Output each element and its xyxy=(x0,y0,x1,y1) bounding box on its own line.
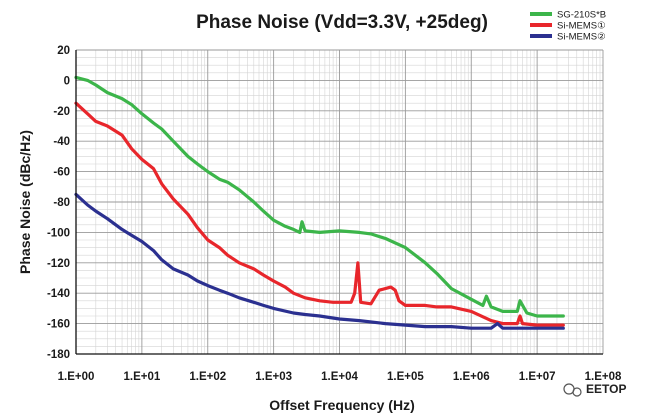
x-axis-label: Offset Frequency (Hz) xyxy=(269,397,414,413)
x-tick-label: 1.E+02 xyxy=(189,371,226,383)
x-tick-label: 1.E+05 xyxy=(387,371,424,383)
x-tick-label: 1.E+01 xyxy=(123,371,160,383)
series-line-3 xyxy=(74,192,565,330)
watermark-text: EETOP xyxy=(586,382,626,396)
y-tick-label: -80 xyxy=(53,197,70,209)
y-tick-label: -40 xyxy=(53,136,70,148)
chart-title: Phase Noise (Vdd=3.3V, +25deg) xyxy=(196,12,488,33)
watermark: EETOP xyxy=(563,382,626,397)
x-tick-label: 1.E+06 xyxy=(453,371,490,383)
plot-grid xyxy=(75,49,604,355)
y-axis-label: Phase Noise (dBc/Hz) xyxy=(17,130,33,274)
legend-label-2: Si-MEMS① xyxy=(557,21,606,32)
watermark-bubble-icon-small xyxy=(572,387,582,397)
y-tick-label: -60 xyxy=(53,167,70,179)
legend-label-1: SG-210S*B xyxy=(557,10,606,21)
y-tick-label: 20 xyxy=(57,45,70,57)
axes-frame xyxy=(75,50,603,355)
y-tick-label: -180 xyxy=(47,349,70,361)
y-tick-label: -20 xyxy=(53,106,70,118)
tick-labels: 20 0 -20 -40 -60 -80 -100 -120 -140 -160 -180 1.E+0… xyxy=(47,45,622,383)
y-tick-label: 0 xyxy=(64,75,70,87)
y-tick-label: -140 xyxy=(47,288,70,300)
series-group xyxy=(74,75,565,330)
series-line-1 xyxy=(74,75,565,318)
y-tick-label: -160 xyxy=(47,319,70,331)
y-tick-label: -120 xyxy=(47,258,70,270)
x-tick-label: 1.E+00 xyxy=(58,371,95,383)
series-line-2 xyxy=(74,101,565,327)
x-tick-label: 1.E+08 xyxy=(585,371,622,383)
legend-label-3: Si-MEMS② xyxy=(557,32,606,43)
x-tick-label: 1.E+04 xyxy=(321,371,358,383)
x-tick-label: 1.E+03 xyxy=(255,371,292,383)
x-tick-label: 1.E+07 xyxy=(519,371,556,383)
y-tick-label: -100 xyxy=(47,227,70,239)
